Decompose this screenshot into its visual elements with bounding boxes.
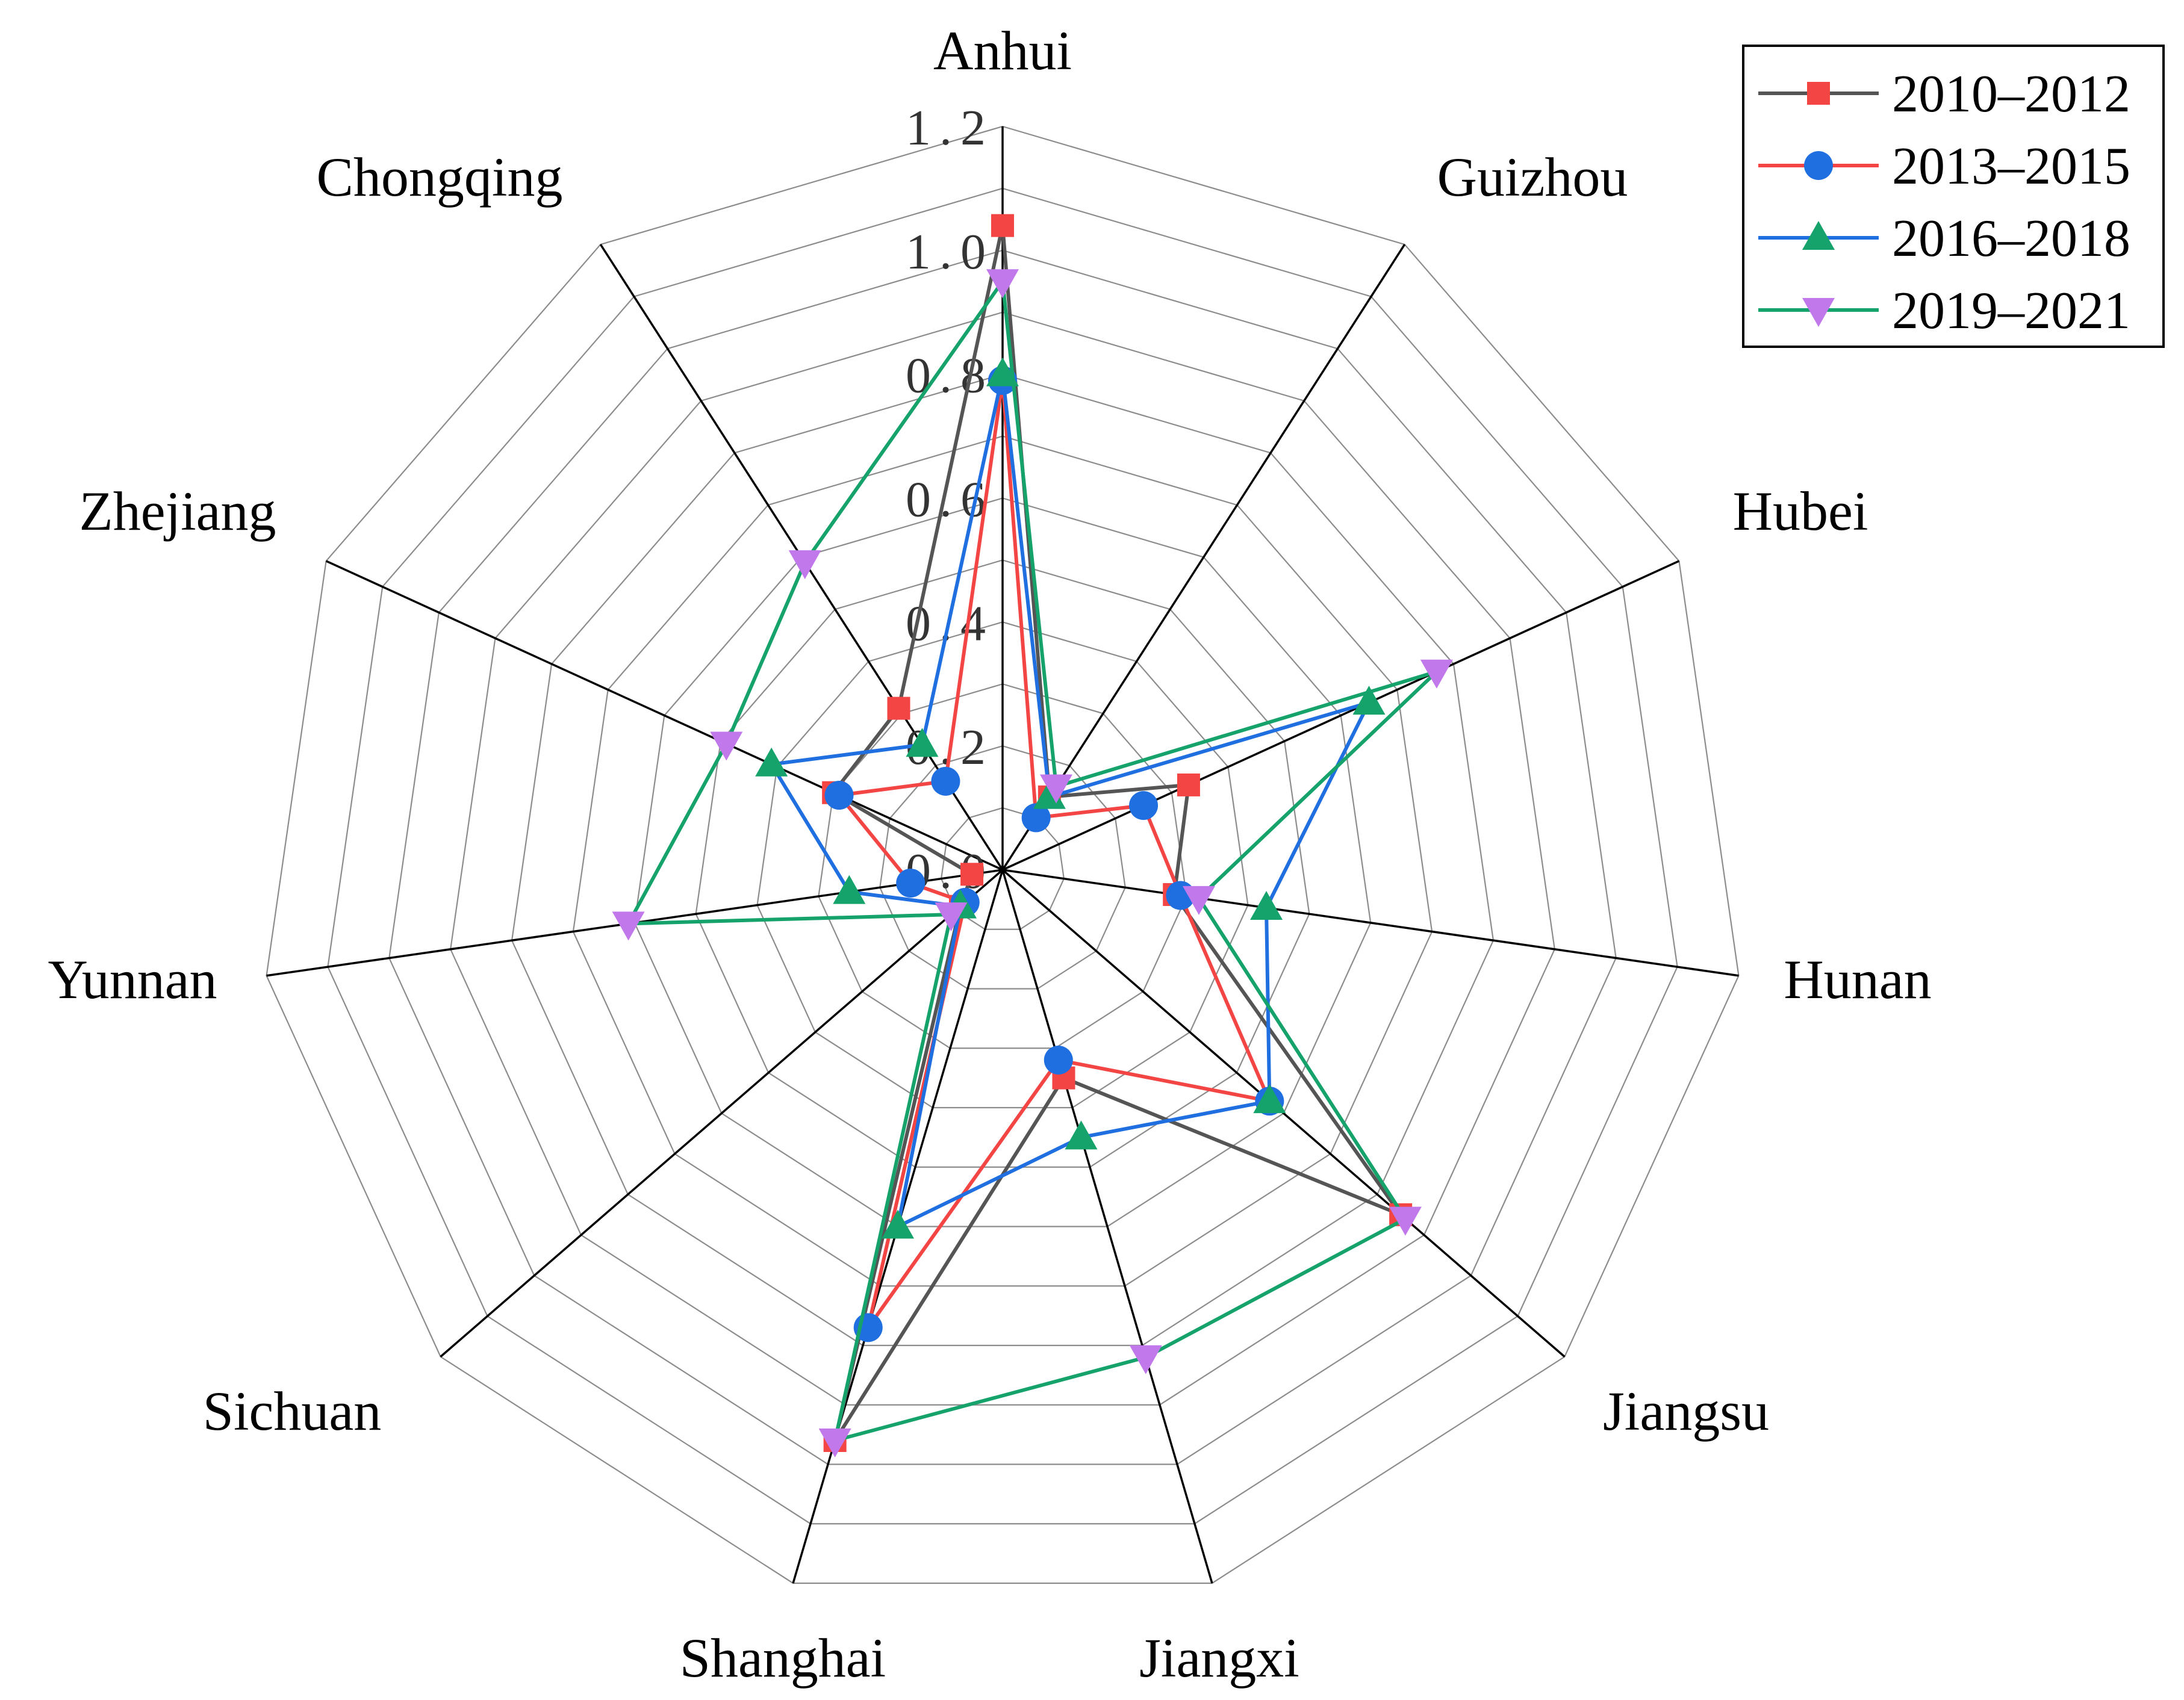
data-point [1040, 774, 1073, 804]
grid-ring [450, 311, 1555, 1406]
axis-label-guizhou: Guizhou [1437, 146, 1628, 208]
data-point [824, 781, 854, 810]
tick-label: 1.0 [906, 224, 994, 280]
data-point [1250, 890, 1283, 920]
data-point [755, 747, 788, 777]
data-point [1177, 773, 1200, 796]
data-point [991, 214, 1014, 237]
grid-ring [572, 435, 1433, 1287]
grid-ring [388, 249, 1617, 1465]
data-point [1033, 780, 1066, 809]
spoke-hubei [1002, 560, 1680, 871]
series-line [626, 279, 1439, 1442]
legend-item: 2013–2015 [1758, 137, 2130, 196]
grid-ring [511, 373, 1495, 1347]
data-point [1044, 1045, 1073, 1075]
data-point [1129, 791, 1159, 821]
axis-label-zhejiang: Zhejiang [79, 480, 276, 542]
data-point [1065, 1120, 1098, 1150]
legend-item: 2010–2012 [1758, 65, 2130, 123]
grid-ring [695, 559, 1310, 1168]
grid-ring [266, 125, 1740, 1584]
data-point [1253, 1084, 1286, 1114]
series-line [837, 378, 1272, 1330]
data-point [882, 1209, 915, 1239]
axis-label-sichuan: Sichuan [203, 1380, 381, 1442]
data-point [986, 357, 1019, 386]
legend-label: 2010–2012 [1892, 65, 2130, 123]
data-point [818, 1428, 851, 1457]
tick-label: 0.8 [906, 348, 994, 404]
grid-ring [633, 497, 1372, 1227]
data-point [710, 731, 743, 761]
data-point [986, 269, 1019, 299]
legend-label: 2016–2018 [1892, 209, 2130, 268]
data-point [887, 696, 910, 720]
data-point [1021, 803, 1051, 833]
data-point [788, 550, 821, 580]
data-point [1182, 886, 1215, 915]
spoke-hunan [1002, 869, 1739, 977]
spoke-guizhou [1001, 244, 1406, 870]
data-point [960, 863, 984, 886]
grid-ring [940, 807, 1065, 930]
axis-label-chongqing: Chongqing [317, 146, 563, 208]
spoke-jiangsu [1001, 869, 1566, 1358]
data-point [833, 875, 866, 904]
radar-series [612, 214, 1453, 1457]
series-4 [612, 269, 1453, 1457]
data-point [1389, 1206, 1422, 1236]
data-point [935, 902, 968, 932]
data-point [1802, 298, 1835, 327]
data-point [1802, 221, 1835, 250]
axis-label-yunnan: Yunnan [48, 949, 217, 1010]
radar-grid [266, 125, 1740, 1584]
data-point [1804, 151, 1833, 180]
axis-labels: Anhui Guizhou Hubei Hunan Jiangsu Jiangxi Shan… [48, 20, 1931, 1689]
axis-label-anhui: Anhui [933, 20, 1072, 81]
data-point [1420, 659, 1453, 689]
grid-ring [327, 187, 1678, 1525]
legend-item: 2016–2018 [1758, 209, 2130, 268]
spoke-zhejiang [325, 560, 1003, 871]
data-point [906, 728, 939, 757]
spoke-jiangxi [1001, 869, 1213, 1584]
data-point [896, 868, 926, 898]
legend-item: 2019–2021 [1758, 282, 2130, 340]
data-point [931, 766, 960, 796]
axis-label-jiangxi: Jiangxi [1139, 1627, 1299, 1689]
axis-label-hunan: Hunan [1784, 949, 1931, 1010]
data-point [1352, 686, 1386, 715]
legend: 2010–2012 2013–2015 2016–2018 2019–2021 [1742, 45, 2165, 348]
axis-label-shanghai: Shanghai [680, 1627, 886, 1689]
series-line [832, 223, 1403, 1442]
legend-label: 2019–2021 [1892, 282, 2130, 340]
spoke-sichuan [440, 869, 1004, 1358]
data-point [1807, 82, 1830, 105]
radar-spokes [266, 126, 1739, 1584]
data-point [1129, 1345, 1162, 1374]
data-point [612, 911, 645, 941]
tick-label: 1.2 [906, 100, 994, 156]
legend-label: 2013–2015 [1892, 137, 2130, 196]
axis-label-hubei: Hubei [1733, 480, 1868, 542]
axis-label-jiangsu: Jiangsu [1603, 1380, 1769, 1442]
series-2 [824, 365, 1284, 1342]
series-line [770, 372, 1371, 1229]
